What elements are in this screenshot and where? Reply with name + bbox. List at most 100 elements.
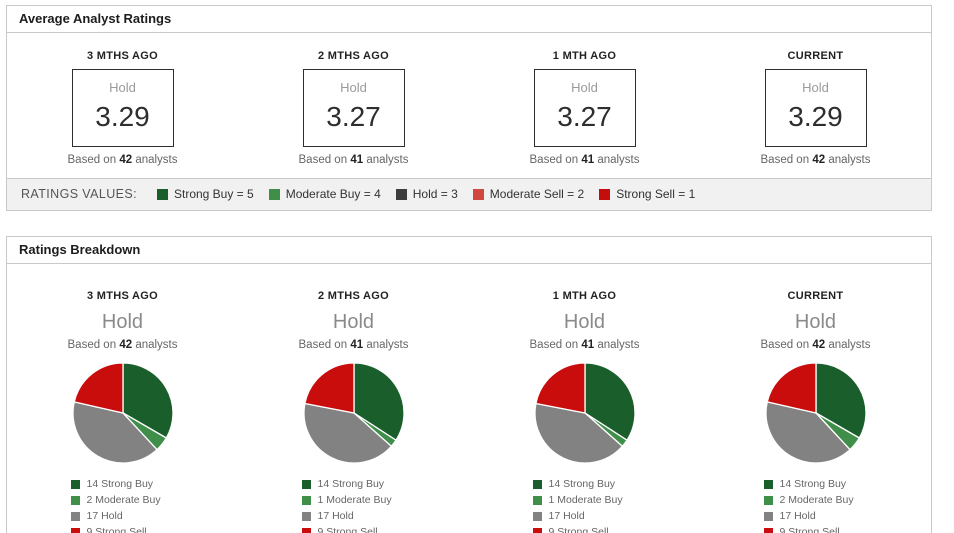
based-on-suffix: analysts <box>135 339 178 351</box>
pie-legend-label: 9 Strong Sell <box>779 526 840 533</box>
pie-legend-item-strong-buy: 14 Strong Buy <box>532 478 637 490</box>
pie-legend-item-moderate-buy: 2 Moderate Buy <box>763 494 868 506</box>
rating-color-swatch-icon <box>532 527 542 533</box>
based-on-analysts: Based on 42 analysts <box>7 339 238 351</box>
based-on-suffix: analysts <box>828 339 871 351</box>
based-on-suffix: analysts <box>828 154 871 166</box>
consensus-rating-text: Hold <box>101 311 144 333</box>
analyst-count: 42 <box>812 154 826 166</box>
pie-legend-item-strong-buy: 14 Strong Buy <box>301 478 406 490</box>
pie-slice-strong-sell <box>303 362 355 414</box>
pie-legend-label: 17 Hold <box>317 510 354 522</box>
ratings-pie-chart <box>533 362 636 464</box>
rating-color-swatch-icon <box>156 188 168 200</box>
rating-color-swatch-icon <box>763 495 773 505</box>
rating-value: 3.27 <box>326 101 381 132</box>
rating-color-swatch-icon <box>532 511 542 521</box>
pie-legend-item-strong-buy: 14 Strong Buy <box>763 478 868 490</box>
ratings-breakdown-column: 2 MTHS AGO Hold Based on 41 analysts 14 … <box>238 290 469 533</box>
based-on-suffix: analysts <box>135 154 178 166</box>
analyst-count: 42 <box>812 339 826 351</box>
analyst-count: 41 <box>350 339 364 351</box>
pie-legend-label: 9 Strong Sell <box>548 526 609 533</box>
rating-color-swatch-icon <box>395 188 407 200</box>
period-label: 1 MTH AGO <box>552 50 617 62</box>
pie-legend-item-hold: 17 Hold <box>763 510 868 522</box>
based-on-suffix: analysts <box>366 339 409 351</box>
average-ratings-columns: 3 MTHS AGO Hold 3.29 Based on 42 analyst… <box>7 33 931 178</box>
rating-color-swatch-icon <box>599 188 611 200</box>
ratings-values-item: Moderate Sell = 2 <box>472 187 585 201</box>
pie-legend-item-strong-sell: 9 Strong Sell <box>763 526 868 533</box>
period-label: 3 MTHS AGO <box>86 50 159 62</box>
ratings-pie-chart <box>71 362 174 464</box>
based-on-analysts: Based on 42 analysts <box>700 154 931 166</box>
pie-legend-item-strong-buy: 14 Strong Buy <box>70 478 175 490</box>
pie-legend-item-hold: 17 Hold <box>532 510 637 522</box>
based-on-analysts: Based on 42 analysts <box>700 339 931 351</box>
pie-slice-hold <box>302 402 392 464</box>
consensus-rating-text: Hold <box>563 311 606 333</box>
pie-legend: 14 Strong Buy 1 Moderate Buy 17 Hold 9 S… <box>301 478 406 533</box>
rating-text: Hold <box>571 80 598 95</box>
rating-box: Hold 3.27 <box>533 69 636 147</box>
pie-slice-hold <box>71 401 158 464</box>
period-label: 1 MTH AGO <box>552 290 617 302</box>
pie-legend-item-moderate-buy: 1 Moderate Buy <box>532 494 637 506</box>
analyst-count: 42 <box>119 154 133 166</box>
ratings-pie-chart <box>302 362 405 464</box>
rating-color-swatch-icon <box>472 188 484 200</box>
based-on-analysts: Based on 42 analysts <box>7 154 238 166</box>
rating-value-label: Strong Buy = 5 <box>173 187 254 201</box>
pie-legend-item-strong-sell: 9 Strong Sell <box>532 526 637 533</box>
rating-box: Hold 3.29 <box>764 69 867 147</box>
based-on-prefix: Based on <box>67 339 117 351</box>
based-on-prefix: Based on <box>67 154 117 166</box>
rating-value-label: Strong Sell = 1 <box>616 187 696 201</box>
pie-legend-label: 14 Strong Buy <box>317 478 385 490</box>
analyst-count: 41 <box>581 339 595 351</box>
ratings-breakdown-panel: Ratings Breakdown 3 MTHS AGO Hold Based … <box>6 236 932 533</box>
pie-legend-label: 17 Hold <box>779 510 816 522</box>
based-on-prefix: Based on <box>298 339 348 351</box>
average-rating-column: 3 MTHS AGO Hold 3.29 Based on 42 analyst… <box>7 50 238 166</box>
consensus-rating-text: Hold <box>332 311 375 333</box>
pie-legend-label: 17 Hold <box>86 510 123 522</box>
based-on-analysts: Based on 41 analysts <box>238 154 469 166</box>
pie-slice-strong-buy <box>121 362 174 439</box>
average-ratings-panel-title: Average Analyst Ratings <box>7 6 931 33</box>
based-on-prefix: Based on <box>298 154 348 166</box>
pie-slice-hold <box>533 402 623 464</box>
rating-box: Hold 3.29 <box>71 69 174 147</box>
analyst-count: 41 <box>350 154 364 166</box>
ratings-values-item: Hold = 3 <box>395 187 458 201</box>
period-label: 2 MTHS AGO <box>317 50 390 62</box>
rating-color-swatch-icon <box>763 479 773 489</box>
rating-color-swatch-icon <box>301 527 311 533</box>
pie-legend-item-moderate-buy: 2 Moderate Buy <box>70 494 175 506</box>
pie-legend: 14 Strong Buy 2 Moderate Buy 17 Hold 9 S… <box>70 478 175 533</box>
rating-value: 3.29 <box>788 101 843 132</box>
pie-legend-label: 2 Moderate Buy <box>779 494 854 506</box>
rating-color-swatch-icon <box>532 495 542 505</box>
rating-text: Hold <box>109 80 136 95</box>
pie-slice-strong-sell <box>534 362 586 414</box>
ratings-values-item: Strong Buy = 5 <box>156 187 254 201</box>
pie-slice-hold <box>764 401 851 464</box>
pie-legend-label: 14 Strong Buy <box>548 478 616 490</box>
rating-value-label: Moderate Sell = 2 <box>489 187 585 201</box>
rating-color-swatch-icon <box>301 495 311 505</box>
pie-legend-item-moderate-buy: 1 Moderate Buy <box>301 494 406 506</box>
period-label: CURRENT <box>787 50 844 62</box>
average-rating-column: CURRENT Hold 3.29 Based on 42 analysts <box>700 50 931 166</box>
pie-legend-label: 9 Strong Sell <box>317 526 378 533</box>
ratings-values-item: Strong Sell = 1 <box>599 187 695 201</box>
average-rating-column: 2 MTHS AGO Hold 3.27 Based on 41 analyst… <box>238 50 469 166</box>
pie-legend-label: 17 Hold <box>548 510 585 522</box>
ratings-values-item: Moderate Buy = 4 <box>268 187 381 201</box>
rating-value-label: Hold = 3 <box>412 187 458 201</box>
ratings-values-items: Strong Buy = 5 Moderate Buy = 4 Hold = 3… <box>156 187 710 201</box>
average-analyst-ratings-panel: Average Analyst Ratings 3 MTHS AGO Hold … <box>6 5 932 211</box>
rating-color-swatch-icon <box>532 479 542 489</box>
rating-text: Hold <box>802 80 829 95</box>
